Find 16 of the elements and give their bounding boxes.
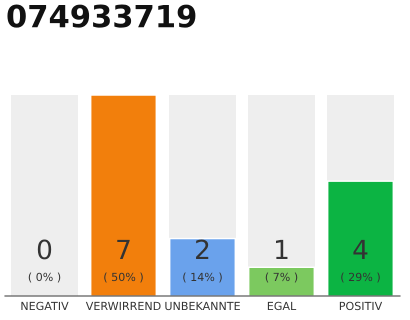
chart-title: 074933719 <box>7 4 196 28</box>
x-tick-label: VERWIRREND <box>86 302 161 310</box>
annotation: ( 0% ) <box>28 272 60 282</box>
x-tick-label: NEGATIV <box>21 302 69 310</box>
annotation: ( 29% ) <box>341 272 380 282</box>
x-tick-label: UNBEKANNTE <box>165 302 240 310</box>
x-tick-label: EGAL <box>268 302 296 310</box>
data-label: 4 <box>353 240 368 260</box>
annotation: ( 14% ) <box>183 272 222 282</box>
annotation: ( 7% ) <box>266 272 298 282</box>
x-tick-label: POSITIV <box>340 302 382 310</box>
data-label: 1 <box>276 240 288 260</box>
data-label: 7 <box>117 240 130 260</box>
annotation: ( 50% ) <box>104 272 143 282</box>
data-label: 0 <box>38 239 52 260</box>
data-label: 2 <box>196 239 208 260</box>
